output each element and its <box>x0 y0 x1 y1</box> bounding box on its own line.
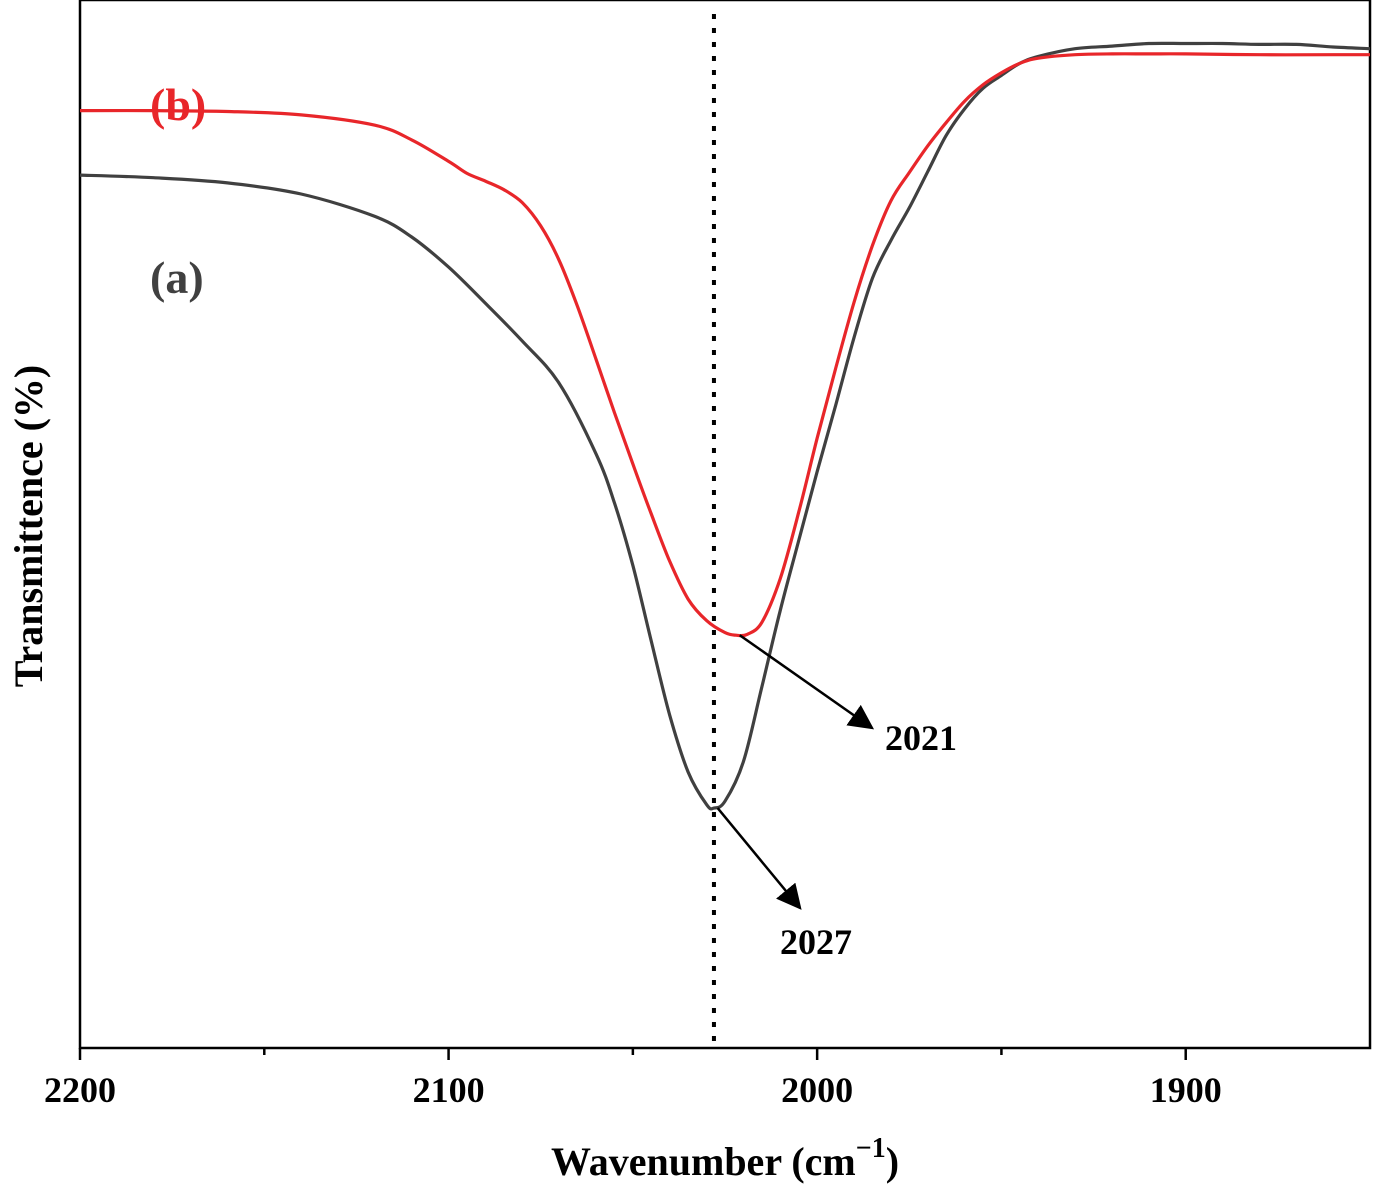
annotation-label-2021: 2021 <box>885 718 957 758</box>
x-axis-title-close: ) <box>886 1139 899 1184</box>
x-axis-ticks: 2200 2100 2000 1900 <box>44 1048 1222 1110</box>
x-tick-label: 1900 <box>1150 1070 1222 1110</box>
plot-frame <box>78 0 1372 1050</box>
x-axis-title-main: Wavenumber (cm <box>551 1139 856 1184</box>
annotation-arrow-2021 <box>739 634 875 730</box>
annotation-label-2027: 2027 <box>780 922 852 962</box>
x-axis-title: Wavenumber (cm−1) <box>551 1133 899 1184</box>
series-b-line <box>79 52 1370 638</box>
annotation-arrow-2027 <box>716 807 802 910</box>
series-b-label: (b) <box>150 79 206 130</box>
x-tick-label: 2200 <box>44 1070 116 1110</box>
series-a-label: (a) <box>150 252 204 303</box>
y-axis-title: Transmittence (%) <box>6 365 51 688</box>
series-a-line <box>79 41 1371 811</box>
x-axis-title-superscript: −1 <box>856 1133 886 1164</box>
x-tick-label: 2000 <box>781 1070 853 1110</box>
x-tick-label: 2100 <box>413 1070 485 1110</box>
